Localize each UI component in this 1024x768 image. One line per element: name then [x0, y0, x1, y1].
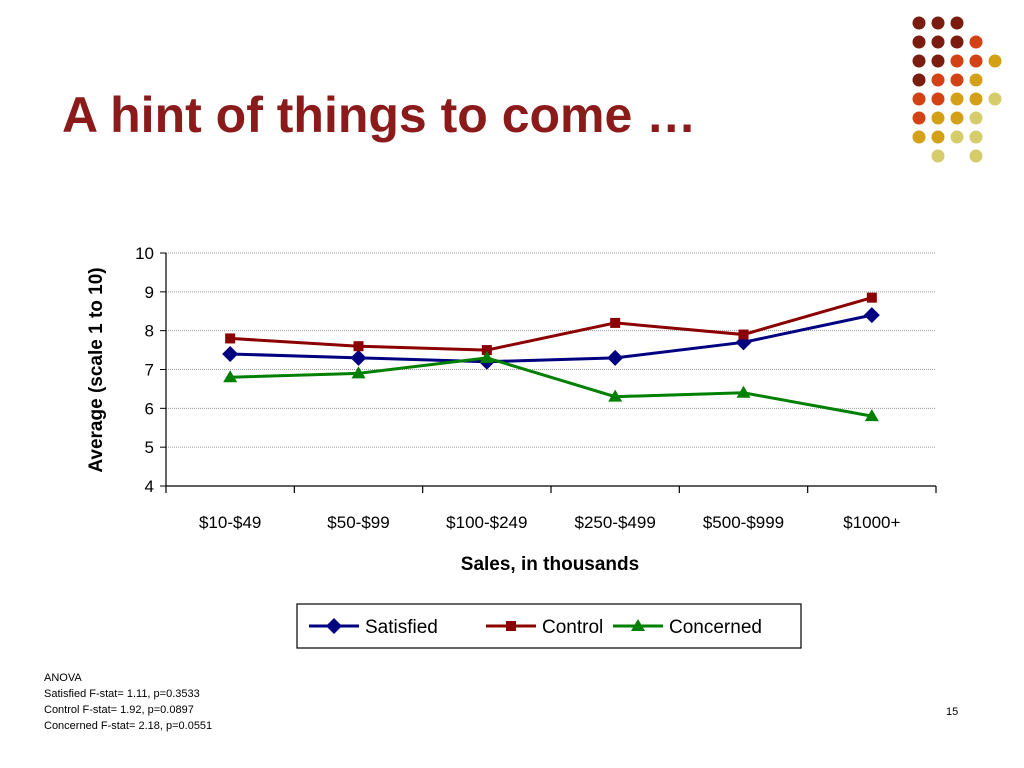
y-tick-label: 5 — [145, 438, 154, 457]
series-lines — [222, 292, 880, 422]
y-axis-title: Average (scale 1 to 10) — [86, 267, 107, 472]
decorative-dot — [950, 16, 964, 30]
series-line-satisfied — [230, 313, 873, 364]
decorative-dot — [931, 111, 945, 125]
data-point-control — [225, 333, 236, 344]
x-tick-label: $10-$49 — [199, 513, 261, 532]
legend-item-control: Control — [486, 617, 603, 638]
decorative-dot — [912, 111, 926, 125]
slide-title: A hint of things to come … — [62, 87, 697, 143]
decorative-dot — [988, 54, 1002, 68]
data-point-control — [481, 345, 492, 356]
data-point-concerned — [608, 389, 623, 402]
legend-marker-satisfied — [326, 618, 342, 634]
decorative-dot — [931, 149, 945, 163]
data-point-satisfied — [607, 349, 624, 366]
anova-line-concerned: Concerned F-stat= 2.18, p=0.0551 — [44, 720, 213, 732]
decorative-dot — [988, 92, 1002, 106]
y-tick-label: 7 — [145, 361, 154, 380]
legend-label-satisfied: Satisfied — [365, 617, 438, 638]
legend-box — [296, 603, 802, 649]
grid-lines — [166, 252, 936, 448]
legend-label-control: Control — [542, 617, 603, 638]
data-point-satisfied — [350, 349, 367, 366]
x-tick-label: $1000+ — [843, 513, 900, 532]
page-number: 15 — [946, 706, 959, 718]
decorative-dot — [969, 35, 983, 49]
x-tick-label: $50-$99 — [327, 513, 389, 532]
legend-marker-control — [506, 621, 516, 631]
decorative-dot — [912, 54, 926, 68]
data-point-control — [866, 292, 877, 303]
decorative-dot — [950, 73, 964, 87]
data-point-control — [353, 341, 364, 352]
data-point-concerned — [351, 366, 366, 379]
decorative-dot — [950, 92, 964, 106]
anova-note: ANOVA Satisfied F-stat= 1.11, p=0.3533 C… — [44, 670, 212, 734]
decorative-dot — [912, 73, 926, 87]
anova-line-satisfied: Satisfied F-stat= 1.11, p=0.3533 — [44, 688, 200, 700]
y-tick-label: 9 — [145, 283, 154, 302]
decorative-dot — [950, 111, 964, 125]
data-point-concerned — [864, 409, 879, 422]
y-tick-label: 4 — [145, 477, 154, 496]
decorative-dot — [912, 130, 926, 144]
data-point-concerned — [479, 350, 494, 363]
y-tick-label: 8 — [145, 322, 154, 341]
decorative-dot — [931, 73, 945, 87]
x-tick-label: $500-$999 — [703, 513, 784, 532]
data-point-concerned — [223, 370, 238, 383]
y-tick-label: 6 — [145, 399, 154, 418]
decorative-dot — [931, 54, 945, 68]
legend-item-concerned: Concerned — [613, 617, 762, 638]
series-line-control — [230, 296, 873, 352]
decorative-dot — [969, 92, 983, 106]
decorative-dot — [950, 130, 964, 144]
data-point-satisfied — [222, 345, 239, 362]
line-chart: 4 5 6 7 8 9 10 $10-$49 $50-$99 $100-$249 $250-$499… — [86, 244, 937, 649]
series-concerned — [223, 350, 879, 422]
decorative-dot — [912, 35, 926, 49]
decorative-dot-grid — [912, 16, 1002, 163]
x-tick-label: $100-$249 — [446, 513, 527, 532]
x-axis-title: Sales, in thousands — [461, 554, 639, 575]
data-point-satisfied — [735, 334, 752, 351]
data-point-satisfied — [863, 307, 880, 324]
axes: 4 5 6 7 8 9 10 $10-$49 $50-$99 $100-$249 $250-$499… — [135, 244, 937, 532]
decorative-dot — [931, 16, 945, 30]
decorative-dot — [912, 16, 926, 30]
series-satisfied — [222, 307, 880, 370]
data-point-control — [610, 317, 621, 328]
decorative-dot — [931, 130, 945, 144]
decorative-dot — [969, 130, 983, 144]
x-tick-label: $250-$499 — [575, 513, 656, 532]
legend-item-satisfied: Satisfied — [309, 617, 438, 638]
series-control — [225, 292, 877, 356]
decorative-dot — [969, 111, 983, 125]
decorative-dot — [969, 54, 983, 68]
anova-heading: ANOVA — [44, 672, 82, 684]
decorative-dot — [950, 54, 964, 68]
data-point-control — [738, 329, 749, 340]
decorative-dot — [950, 35, 964, 49]
legend-label-concerned: Concerned — [669, 617, 762, 638]
decorative-dot — [969, 73, 983, 87]
decorative-dot — [931, 92, 945, 106]
data-point-concerned — [736, 385, 751, 398]
series-line-concerned — [230, 356, 873, 418]
anova-line-control: Control F-stat= 1.92, p=0.0897 — [44, 704, 194, 716]
decorative-dot — [969, 149, 983, 163]
y-tick-label: 10 — [135, 244, 154, 263]
decorative-dot — [931, 35, 945, 49]
legend-marker-concerned — [631, 619, 645, 631]
chart-legend: Satisfied Control Concerned — [296, 603, 802, 649]
decorative-dot — [912, 92, 926, 106]
